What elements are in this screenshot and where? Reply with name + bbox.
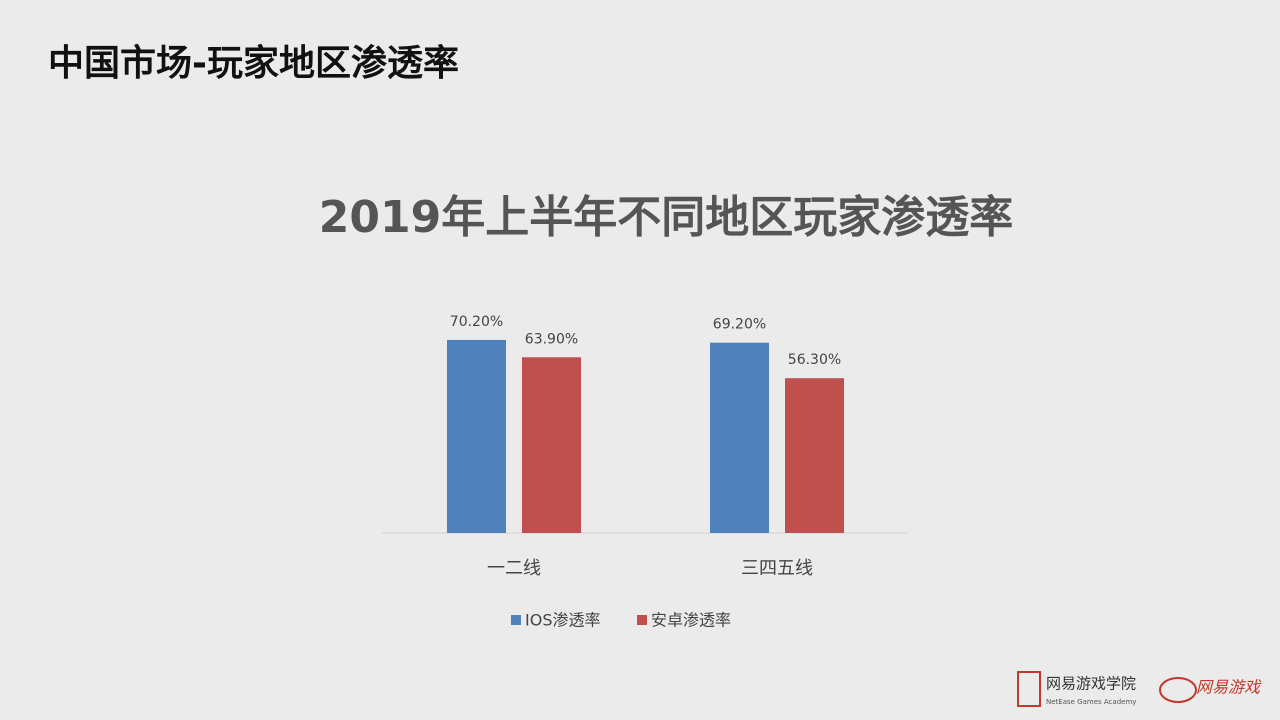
x-tick-label: 一二线 <box>487 558 541 579</box>
bar <box>785 378 844 533</box>
data-label: 56.30% <box>788 352 841 368</box>
data-label: 63.90% <box>525 331 578 347</box>
academy-name: 网易游戏学院 <box>1046 675 1136 693</box>
x-tick-label: 三四五线 <box>741 558 813 579</box>
bar <box>447 339 506 533</box>
data-label: 69.20% <box>713 317 766 333</box>
chart-title: 2019年上半年不同地区玩家渗透率 <box>319 192 1013 243</box>
bar <box>522 357 581 533</box>
academy-name-en: NetEase Games Academy <box>1046 698 1136 706</box>
legend-swatch <box>637 615 647 625</box>
data-label: 70.20% <box>450 314 503 330</box>
brand-icon <box>1159 677 1197 703</box>
bar <box>710 342 769 533</box>
logo-icon <box>1017 671 1041 707</box>
legend-label: IOS渗透率 <box>525 611 600 630</box>
legend-label: 安卓渗透率 <box>651 611 731 630</box>
brand-name: 网易游戏 <box>1196 678 1262 697</box>
slide-title: 中国市场-玩家地区渗透率 <box>48 43 459 84</box>
legend-swatch <box>511 615 521 625</box>
footer-logo: 网易游戏学院 NetEase Games Academy 网易游戏 <box>1017 671 1262 707</box>
